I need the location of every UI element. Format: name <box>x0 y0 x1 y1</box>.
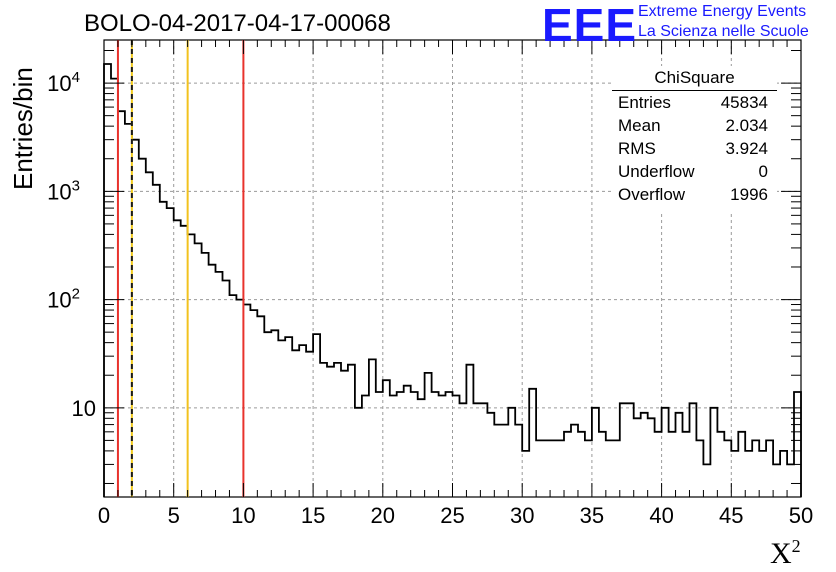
stats-value: 3.924 <box>725 139 768 158</box>
x-tick-label: 0 <box>98 503 110 528</box>
stats-divider <box>612 90 777 91</box>
stats-value: 1996 <box>730 185 768 204</box>
stats-value: 0 <box>758 162 768 181</box>
y-tick-label: 104 <box>47 69 80 96</box>
stats-label: RMS <box>618 139 656 158</box>
histogram-bars <box>103 63 802 497</box>
stats-row-rms: RMS 3.924 <box>618 139 768 159</box>
y-tick-label: 103 <box>47 177 80 204</box>
stats-label: Underflow <box>618 162 695 181</box>
axes: 0 5 10 15 20 25 30 35 40 45 50 10 102 103 104 <box>47 40 813 528</box>
x-axis-label: X2 <box>770 536 801 570</box>
stats-row-entries: Entries 45834 <box>618 93 768 113</box>
stats-row-mean: Mean 2.034 <box>618 116 768 136</box>
x-tick-label: 20 <box>371 503 395 528</box>
stats-value: 45834 <box>720 93 768 112</box>
stats-value: 2.034 <box>725 116 768 135</box>
stats-title: ChiSquare <box>654 68 735 87</box>
run-title: BOLO-04-2017-04-17-00068 <box>84 10 391 37</box>
stats-label: Mean <box>618 116 661 135</box>
y-axis-label: Entries/bin <box>8 67 38 190</box>
logo-line-2: La Scienza nelle Scuole <box>638 23 809 40</box>
y-tick-label: 10 <box>72 396 96 421</box>
stats-label: Overflow <box>618 185 686 204</box>
logo-line-1: Extreme Energy Events <box>638 3 807 20</box>
x-tick-label: 35 <box>580 503 604 528</box>
histogram-outline <box>103 63 802 497</box>
stats-box: ChiSquare Entries 45834 Mean 2.034 RMS 3… <box>612 66 777 212</box>
x-tick-label: 15 <box>301 503 325 528</box>
y-tick-label: 102 <box>47 286 80 313</box>
x-tick-label: 50 <box>789 503 813 528</box>
stats-label: Entries <box>618 93 671 112</box>
x-tick-label: 45 <box>719 503 743 528</box>
eee-logo: EEE <box>542 0 638 51</box>
x-tick-label: 40 <box>649 503 673 528</box>
x-tick-label: 30 <box>510 503 534 528</box>
x-tick-label: 10 <box>231 503 255 528</box>
threshold-lines <box>116 40 245 497</box>
stats-row-overflow: Overflow 1996 <box>618 185 768 205</box>
x-tick-label: 25 <box>440 503 464 528</box>
x-tick-label: 5 <box>168 503 180 528</box>
stats-row-underflow: Underflow 0 <box>618 162 768 182</box>
